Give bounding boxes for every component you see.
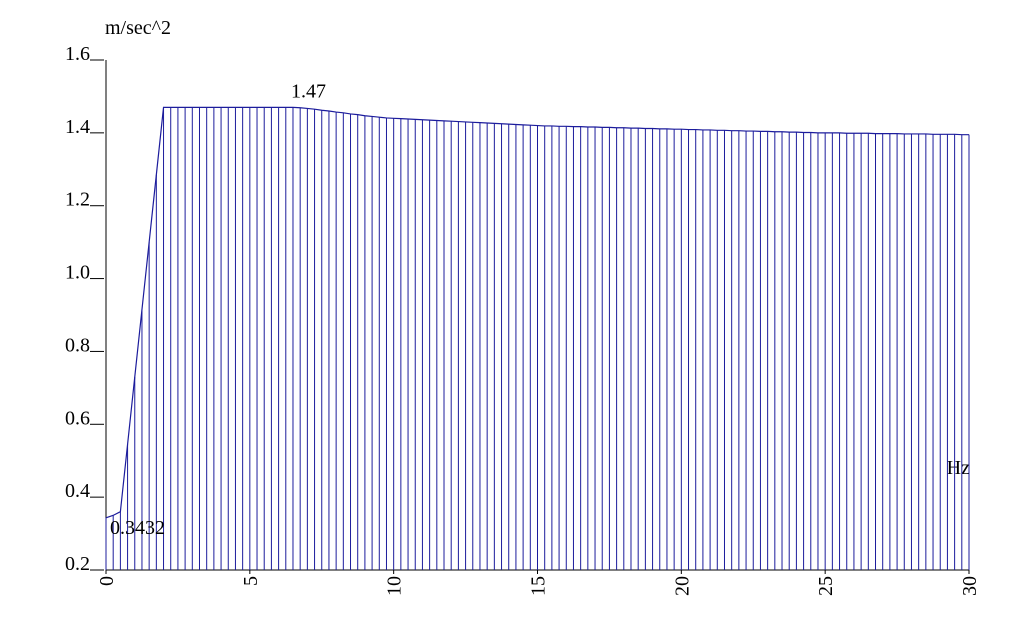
y-tick-label: 1.4	[65, 116, 90, 138]
x-tick-label: 15	[528, 576, 550, 596]
x-tick-label: 25	[815, 576, 837, 596]
x-tick-label: 20	[671, 576, 693, 596]
x-axis-label: Hz	[947, 457, 970, 479]
y-tick-label: 1.6	[65, 43, 90, 65]
x-tick-label: 30	[959, 576, 981, 596]
y-tick-label: 0.8	[65, 334, 90, 356]
y-tick-label: 1.0	[65, 262, 90, 284]
x-tick-label: 0	[96, 576, 118, 586]
y-tick-label: 1.2	[65, 189, 90, 211]
x-tick-label: 10	[384, 576, 406, 596]
y-tick-label: 0.4	[65, 480, 90, 502]
y-tick-label: 0.6	[65, 407, 90, 429]
y-tick-label: 0.2	[65, 553, 90, 575]
x-tick-label: 5	[240, 576, 262, 586]
y-axis-label: m/sec^2	[105, 17, 171, 39]
annotation: 1.47	[291, 80, 326, 102]
annotation: 0.3432	[110, 517, 165, 539]
spectrum-curve	[105, 106, 969, 519]
